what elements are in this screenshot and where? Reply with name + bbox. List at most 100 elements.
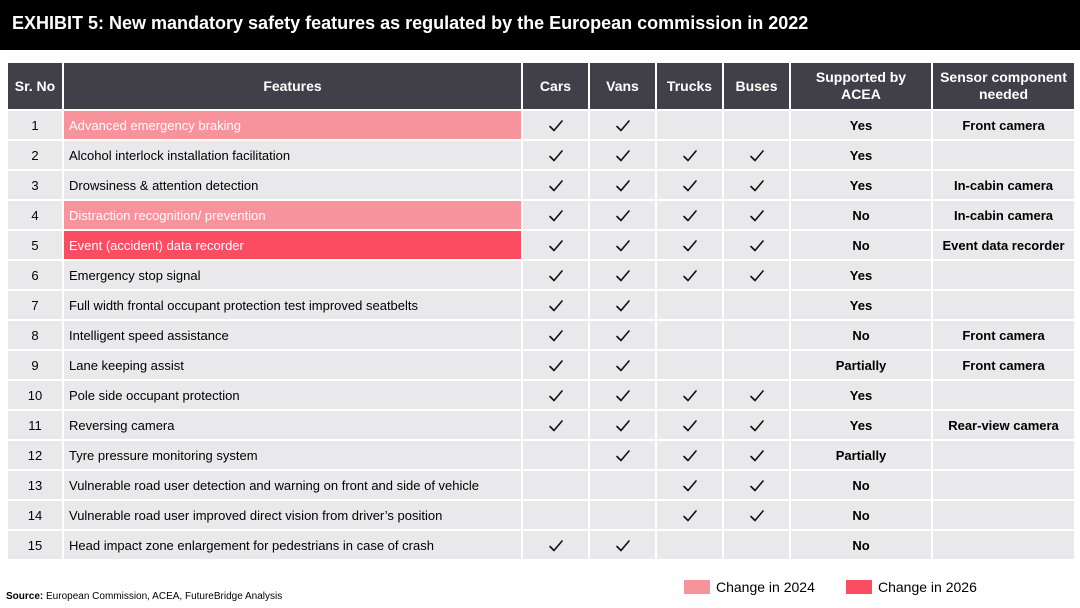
checkmark-icon (682, 177, 698, 192)
table-row: 6 Emergency stop signal Yes (8, 261, 1074, 289)
row-feature: Reversing camera (64, 411, 521, 439)
header-features: Features (64, 63, 521, 109)
row-buses-cell (724, 261, 789, 289)
checkmark-icon (682, 147, 698, 162)
safety-features-table: Sr. No Features Cars Vans Trucks Buses S… (6, 61, 1076, 561)
checkmark-icon (615, 357, 631, 372)
row-sensor-component (933, 501, 1074, 529)
row-sr-no: 12 (8, 441, 62, 469)
row-buses-cell (724, 231, 789, 259)
row-sr-no: 5 (8, 231, 62, 259)
row-vans-cell (590, 531, 655, 559)
checkmark-icon (682, 447, 698, 462)
row-cars-cell (523, 321, 588, 349)
row-feature: Tyre pressure monitoring system (64, 441, 521, 469)
row-vans-cell (590, 291, 655, 319)
checkmark-icon (548, 117, 564, 132)
header-acea-line1: Supported by (815, 69, 907, 85)
row-cars-cell (523, 261, 588, 289)
checkmark-icon (615, 447, 631, 462)
checkmark-icon (615, 417, 631, 432)
header-acea-line2: ACEA (841, 86, 881, 102)
row-cars-cell (523, 171, 588, 199)
row-sensor-component (933, 291, 1074, 319)
row-cars-cell (523, 351, 588, 379)
row-sensor-component: Event data recorder (933, 231, 1074, 259)
checkmark-icon (548, 387, 564, 402)
row-vans-cell (590, 411, 655, 439)
row-acea-support: Partially (791, 441, 931, 469)
checkmark-icon (548, 177, 564, 192)
row-sensor-component: In-cabin camera (933, 201, 1074, 229)
row-trucks-cell (657, 141, 722, 169)
header-trucks: Trucks (657, 63, 722, 109)
checkmark-icon (548, 327, 564, 342)
checkmark-icon (682, 507, 698, 522)
row-sr-no: 14 (8, 501, 62, 529)
source-note: Source: European Commission, ACEA, Futur… (6, 591, 282, 602)
checkmark-icon (548, 357, 564, 372)
row-trucks-cell (657, 441, 722, 469)
row-acea-support: No (791, 321, 931, 349)
row-sensor-component: Front camera (933, 321, 1074, 349)
row-feature: Drowsiness & attention detection (64, 171, 521, 199)
header-sr-no: Sr. No (8, 63, 62, 109)
checkmark-icon (548, 537, 564, 552)
row-acea-support: Yes (791, 141, 931, 169)
row-vans-cell (590, 501, 655, 529)
checkmark-icon (548, 237, 564, 252)
row-trucks-cell (657, 261, 722, 289)
header-sensor-line2: needed (978, 86, 1028, 102)
source-text: European Commission, ACEA, FutureBridge … (46, 591, 283, 602)
checkmark-icon (749, 447, 765, 462)
checkmark-icon (615, 147, 631, 162)
row-acea-support: Yes (791, 411, 931, 439)
row-vans-cell (590, 201, 655, 229)
row-acea-support: Partially (791, 351, 931, 379)
row-cars-cell (523, 531, 588, 559)
title-banner: EXHIBIT 5: New mandatory safety features… (0, 0, 1080, 50)
row-cars-cell (523, 201, 588, 229)
checkmark-icon (749, 417, 765, 432)
checkmark-icon (749, 147, 765, 162)
row-buses-cell (724, 351, 789, 379)
row-sr-no: 3 (8, 171, 62, 199)
checkmark-icon (548, 417, 564, 432)
row-vans-cell (590, 381, 655, 409)
row-trucks-cell (657, 411, 722, 439)
row-trucks-cell (657, 351, 722, 379)
row-buses-cell (724, 141, 789, 169)
row-sensor-component (933, 381, 1074, 409)
row-cars-cell (523, 441, 588, 469)
row-feature: Intelligent speed assistance (64, 321, 521, 349)
row-acea-support: Yes (791, 261, 931, 289)
row-sensor-component: Front camera (933, 111, 1074, 139)
header-cars: Cars (523, 63, 588, 109)
checkmark-icon (615, 117, 631, 132)
row-trucks-cell (657, 471, 722, 499)
row-sensor-component: In-cabin camera (933, 171, 1074, 199)
row-feature: Full width frontal occupant protection t… (64, 291, 521, 319)
legend-item-2024: Change in 2024 (684, 578, 815, 596)
row-acea-support: No (791, 531, 931, 559)
table-row: 13 Vulnerable road user detection and war… (8, 471, 1074, 499)
row-sr-no: 6 (8, 261, 62, 289)
row-vans-cell (590, 111, 655, 139)
row-acea-support: Yes (791, 111, 931, 139)
row-acea-support: No (791, 471, 931, 499)
row-trucks-cell (657, 231, 722, 259)
row-sensor-component (933, 531, 1074, 559)
row-buses-cell (724, 501, 789, 529)
legend-item-2026: Change in 2026 (846, 578, 977, 596)
legend-label-2026: Change in 2026 (878, 579, 977, 595)
row-cars-cell (523, 411, 588, 439)
row-vans-cell (590, 141, 655, 169)
row-buses-cell (724, 531, 789, 559)
row-buses-cell (724, 201, 789, 229)
row-sr-no: 10 (8, 381, 62, 409)
row-cars-cell (523, 471, 588, 499)
header-sensor-line1: Sensor component (940, 69, 1067, 85)
checkmark-icon (682, 237, 698, 252)
row-cars-cell (523, 381, 588, 409)
legend-swatch-2024 (684, 580, 710, 594)
